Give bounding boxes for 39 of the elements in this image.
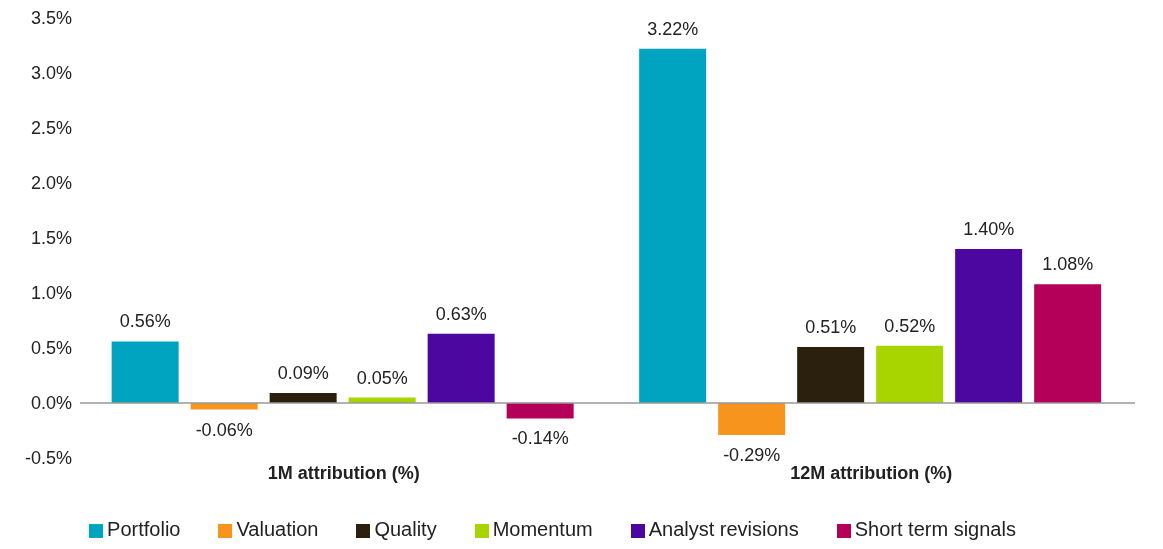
bar (718, 403, 786, 435)
bar (269, 393, 337, 403)
bar (797, 346, 865, 403)
legend-label: Valuation (236, 518, 319, 540)
bar (111, 341, 179, 403)
bar (506, 403, 574, 419)
legend-label: Momentum (492, 518, 593, 540)
data-label: 0.63% (435, 303, 487, 324)
bar (876, 345, 944, 403)
data-label: 1.08% (1042, 254, 1094, 275)
y-tick-label: 0.5% (30, 338, 72, 359)
y-tick-label: 1.5% (30, 228, 72, 249)
data-label: 0.51% (805, 316, 857, 337)
bar (955, 249, 1023, 403)
data-label: 0.52% (884, 315, 936, 336)
y-tick-label: 2.0% (30, 173, 72, 194)
data-label: -0.14% (511, 428, 569, 449)
data-label: 0.05% (356, 367, 408, 388)
data-label: 3.22% (647, 18, 699, 39)
bar (639, 48, 707, 403)
y-tick-label: 2.5% (30, 118, 72, 139)
x-tick-label: 12M attribution (%) (790, 462, 953, 483)
x-tick-label: 1M attribution (%) (267, 462, 420, 483)
bar (1034, 284, 1102, 403)
y-tick-label: 3.5% (30, 8, 72, 29)
legend-label: Analyst revisions (648, 518, 799, 540)
data-label: -0.06% (195, 419, 253, 440)
bar (427, 333, 495, 403)
y-tick-label: 0.0% (30, 393, 72, 414)
y-tick-label: 3.0% (30, 63, 72, 84)
data-label: -0.29% (723, 444, 781, 465)
data-label: 0.09% (277, 363, 329, 384)
legend-label: Portfolio (107, 518, 181, 540)
data-label: 1.40% (963, 219, 1015, 239)
y-tick-label: 1.0% (30, 283, 72, 304)
legend-label: Quality (374, 518, 437, 540)
y-tick-label: -0.5% (24, 448, 72, 469)
data-label: 0.56% (119, 311, 171, 332)
legend-label: Short term signals (854, 518, 1016, 540)
